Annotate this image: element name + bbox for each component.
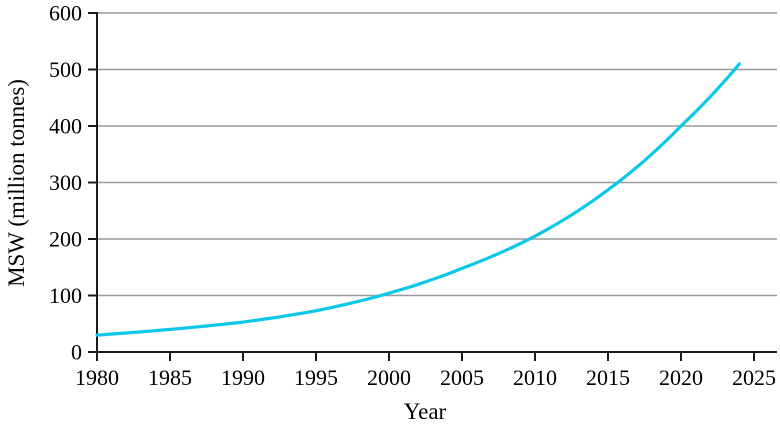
x-tick-label: 2020 (659, 365, 703, 390)
y-tick-label: 300 (49, 170, 82, 195)
x-tick-label: 1990 (221, 365, 265, 390)
x-tick-label: 1995 (294, 365, 338, 390)
x-tick-label: 2005 (440, 365, 484, 390)
y-tick-label: 500 (49, 57, 82, 82)
x-tick-label: 1985 (148, 365, 192, 390)
y-tick-label: 600 (49, 1, 82, 26)
y-tick-label: 400 (49, 114, 82, 139)
x-tick-label: 2015 (586, 365, 630, 390)
y-tick-label: 100 (49, 283, 82, 308)
y-tick-label: 200 (49, 227, 82, 252)
y-axis-title: MSW (million tonnes) (4, 79, 29, 287)
x-tick-label: 2000 (367, 365, 411, 390)
y-tick-label: 0 (71, 340, 82, 365)
x-tick-label: 2025 (732, 365, 776, 390)
x-tick-label: 2010 (513, 365, 557, 390)
x-axis-title: Year (403, 399, 447, 424)
x-tick-label: 1980 (75, 365, 119, 390)
data-curve (95, 62, 741, 337)
